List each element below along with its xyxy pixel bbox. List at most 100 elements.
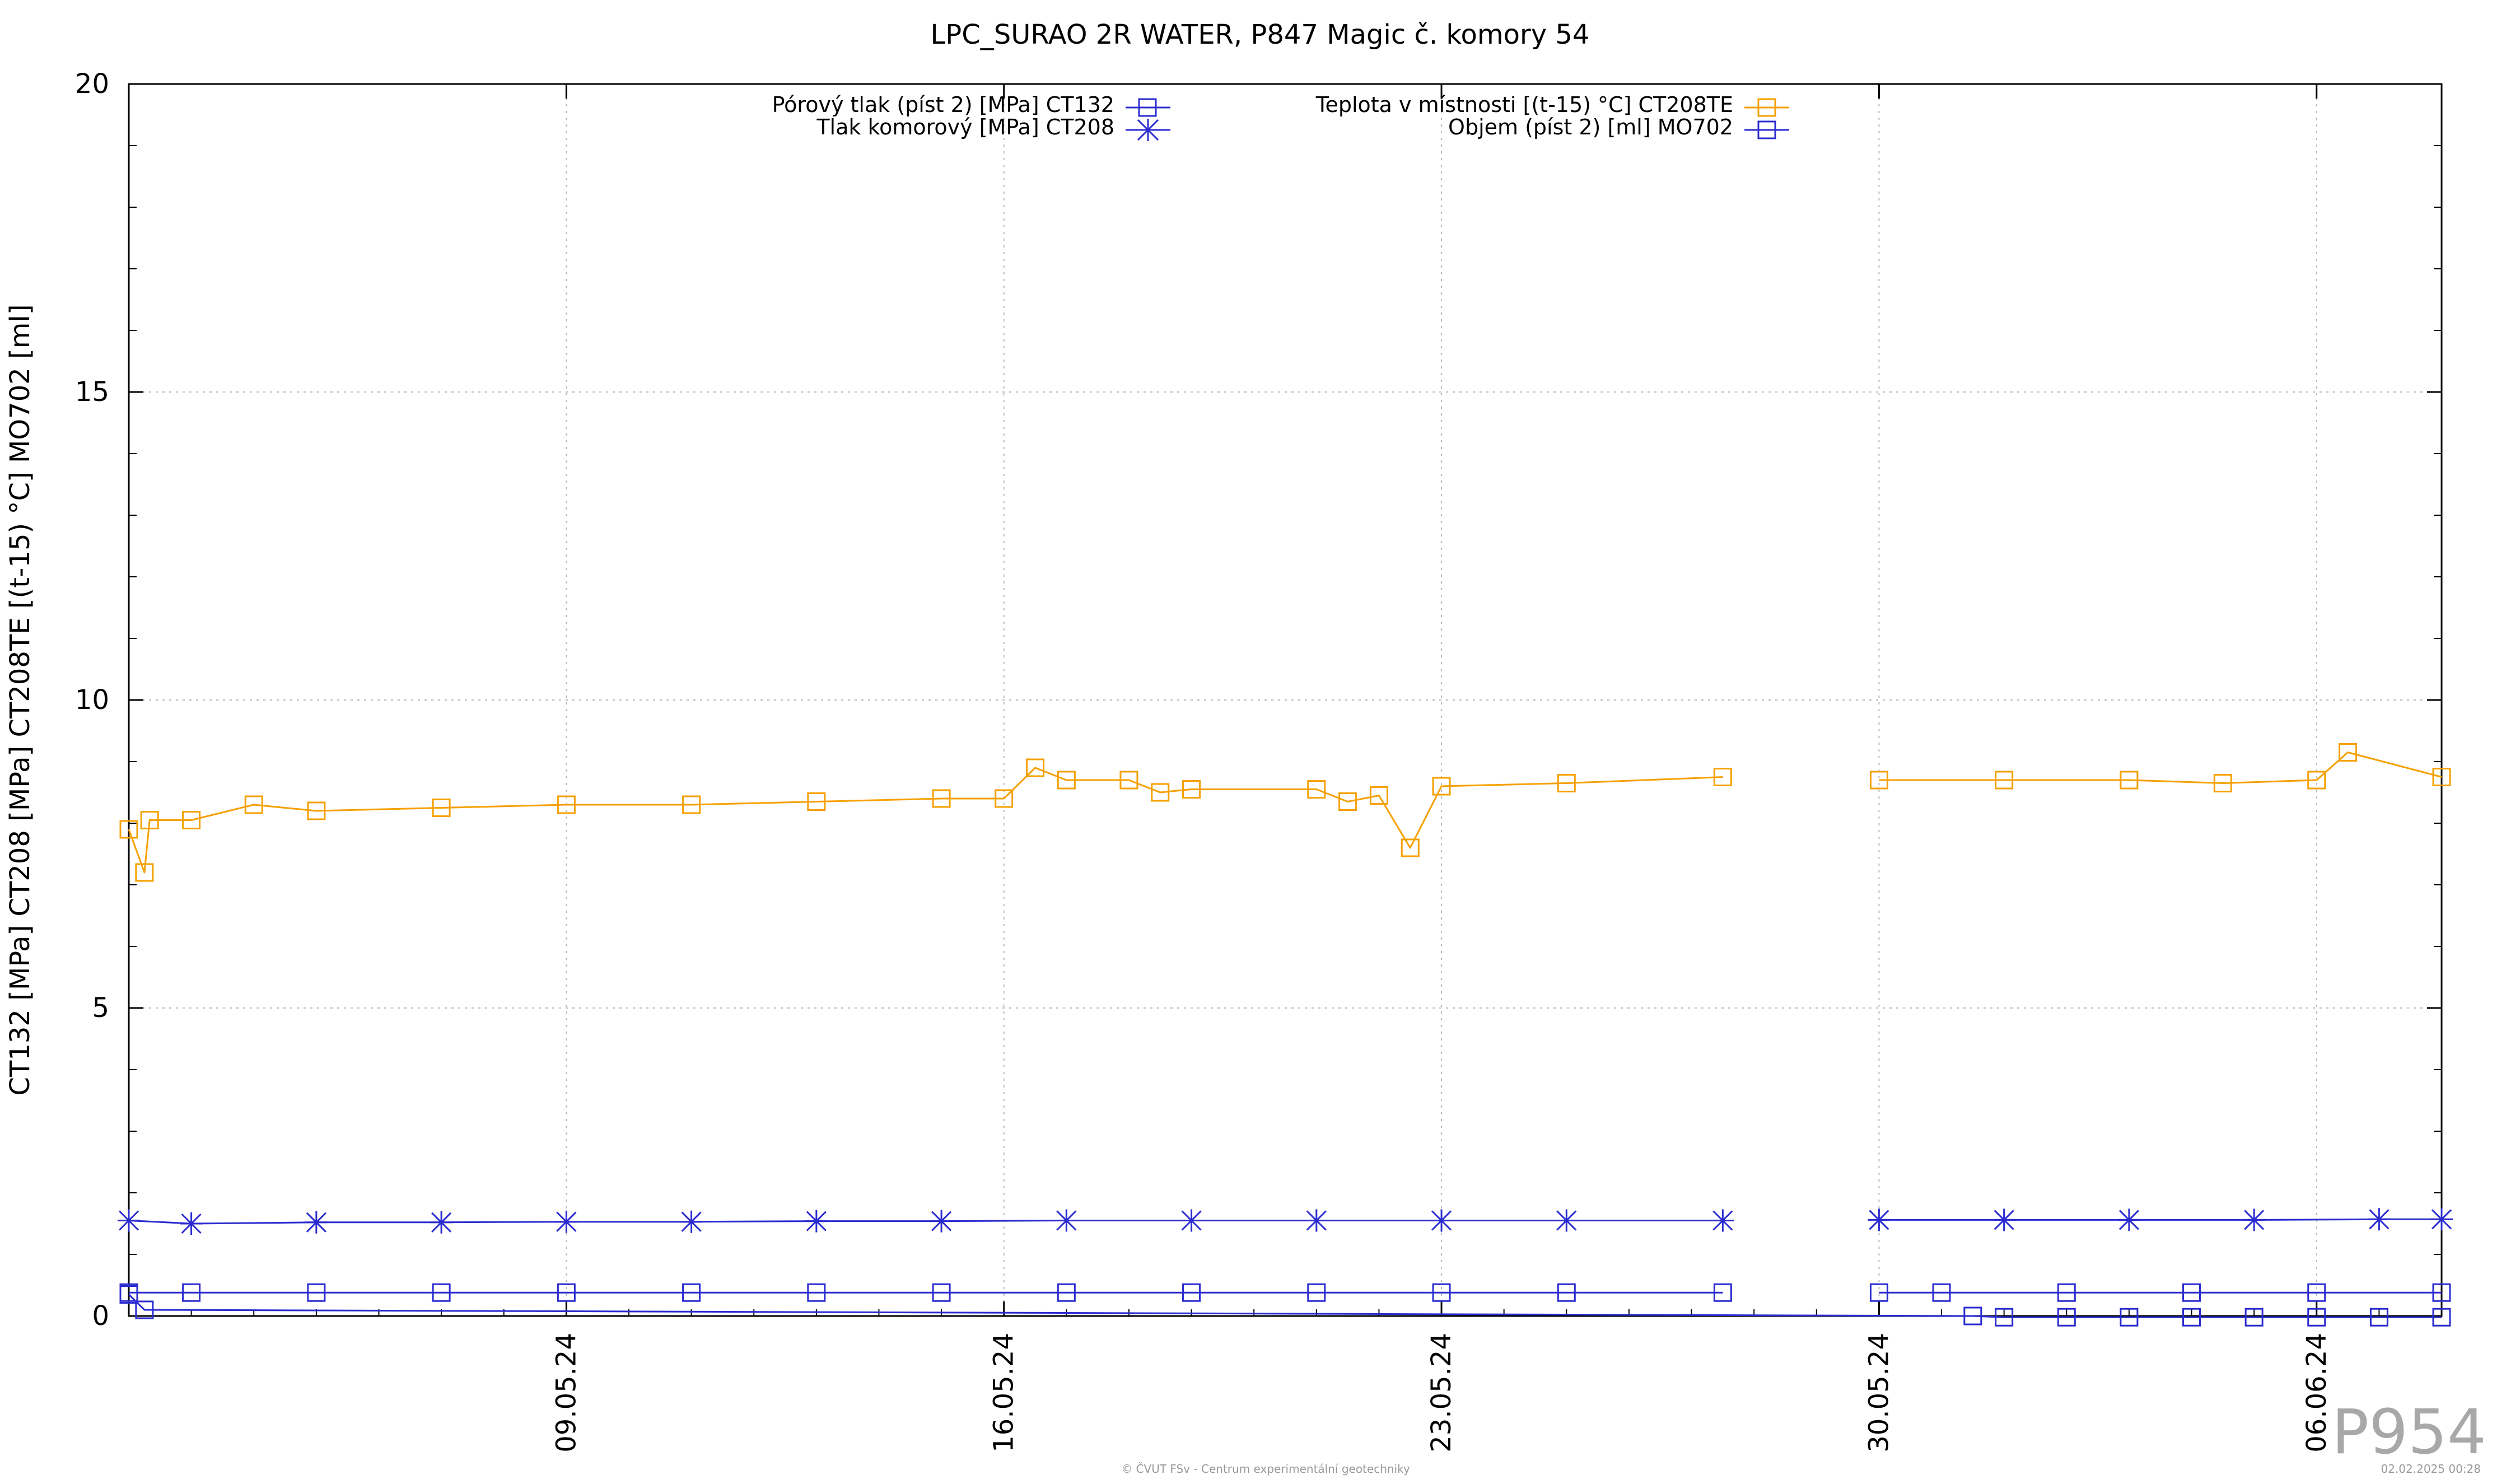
data-point [2307, 1308, 2326, 1327]
series-2 [118, 1208, 2453, 1235]
data-point [1557, 1283, 1576, 1302]
data-point [1555, 1209, 1578, 1232]
data-point [1868, 1208, 1891, 1231]
data-point [307, 1283, 326, 1302]
data-point [2307, 771, 2326, 790]
data-point [119, 820, 138, 839]
data-point [182, 1283, 201, 1302]
data-point [1711, 1209, 1734, 1232]
data-point [2339, 743, 2358, 762]
data-point [2368, 1208, 2391, 1231]
data-point [2117, 1208, 2140, 1231]
grid-layer [129, 84, 2442, 1316]
data-point [1713, 1283, 1732, 1302]
data-point [682, 1283, 701, 1302]
data-point [1305, 1209, 1328, 1232]
data-point [1119, 771, 1138, 790]
data-point [805, 1210, 828, 1233]
data-point [1307, 1283, 1326, 1302]
data-point [1338, 792, 1357, 811]
data-point [2432, 1308, 2451, 1327]
data-point [1055, 1209, 1078, 1232]
x-tick-label: 09.05.24 [550, 1333, 582, 1453]
legend-marker-pore-pressure [1138, 98, 1157, 117]
data-point [932, 789, 951, 808]
data-point [995, 789, 1014, 808]
x-tick-label: 16.05.24 [988, 1333, 1020, 1453]
legend-marker-temperature [1757, 98, 1776, 117]
series-1 [119, 1283, 2451, 1302]
legend-label-volume: Objem (píst 2) [ml] MO702 [1448, 115, 1733, 139]
data-point [2120, 1308, 2139, 1327]
series-layer [118, 743, 2453, 1327]
data-point [1869, 771, 1888, 790]
data-point [307, 801, 326, 820]
data-point [807, 1283, 826, 1302]
data-point [1992, 1208, 2015, 1231]
data-point [2430, 1208, 2453, 1231]
data-point [1430, 1209, 1453, 1232]
legend-label-pore-pressure: Pórový tlak (píst 2) [MPa] CT132 [772, 92, 1114, 117]
y-axis-label: CT132 [MPa] CT208 [MPa] CT208TE [(t-15) … [4, 304, 36, 1095]
data-point [680, 1210, 703, 1233]
data-point [135, 863, 154, 882]
data-point [2307, 1283, 2326, 1302]
data-point [557, 1283, 576, 1302]
data-point [2369, 1308, 2388, 1327]
data-point [140, 811, 159, 829]
data-point [930, 1210, 953, 1233]
legend-label-temperature: Teplota v místnosti [(t-15) °C] CT208TE [1315, 92, 1733, 117]
series-4 [119, 1285, 2451, 1327]
legend: Pórový tlak (píst 2) [MPa] CT132 Tlak ko… [772, 92, 1789, 141]
data-point [1057, 771, 1076, 790]
data-point [2057, 1283, 2076, 1302]
data-point [1182, 1283, 1201, 1302]
y-ticks: 0 5 10 15 20 [75, 68, 2442, 1332]
data-point [118, 1209, 140, 1232]
data-point [1963, 1306, 1982, 1326]
data-point [1713, 768, 1732, 786]
y-tick-label: 10 [75, 684, 109, 716]
data-point [807, 792, 826, 811]
data-point [1432, 1283, 1451, 1302]
data-point [119, 1285, 138, 1304]
series-line [128, 1220, 1723, 1225]
data-point [1182, 780, 1201, 799]
data-point [2182, 1308, 2201, 1327]
data-point [2432, 1283, 2451, 1302]
x-tick-label: 30.05.24 [1863, 1333, 1894, 1453]
legend-label-cell-pressure: Tlak komorový [MPa] CT208 [816, 115, 1114, 139]
data-point [1369, 786, 1388, 805]
data-point [2182, 1283, 2201, 1302]
data-point [182, 811, 201, 829]
chart-title: LPC_SURAO 2R WATER, P847 Magic č. komory… [931, 19, 1590, 50]
data-point [1932, 1283, 1951, 1302]
data-point [1995, 771, 2014, 790]
series-line [128, 1294, 2442, 1318]
footer-credit: © ČVUT FSv - Centrum experimentální geot… [1121, 1462, 1410, 1476]
watermark: P954 [2332, 1396, 2486, 1468]
data-point [1026, 758, 1045, 777]
data-point [2213, 774, 2232, 792]
data-point [430, 1211, 453, 1234]
series-3 [119, 743, 2451, 882]
data-point [2244, 1308, 2264, 1327]
data-point [1151, 783, 1170, 802]
x-ticks: 09.05.24 16.05.24 23.05.24 30.05.24 06.06.24 [190, 84, 2380, 1453]
x-tick-label: 06.06.24 [2301, 1333, 2332, 1453]
data-point [135, 1300, 154, 1319]
series-line [1879, 1218, 2442, 1221]
data-point [682, 795, 701, 814]
legend-marker-volume [1757, 120, 1776, 139]
y-tick-label: 15 [75, 376, 109, 408]
data-point [2120, 771, 2139, 790]
data-point [1401, 838, 1420, 857]
legend-marker-cell-pressure [1137, 119, 1159, 141]
footer-date: 02.02.2025 00:28 [2381, 1462, 2481, 1476]
data-point [432, 799, 451, 817]
data-point [432, 1283, 451, 1302]
data-point [1307, 780, 1326, 799]
data-point [932, 1283, 951, 1302]
data-point [305, 1211, 328, 1234]
data-point [1180, 1209, 1203, 1232]
